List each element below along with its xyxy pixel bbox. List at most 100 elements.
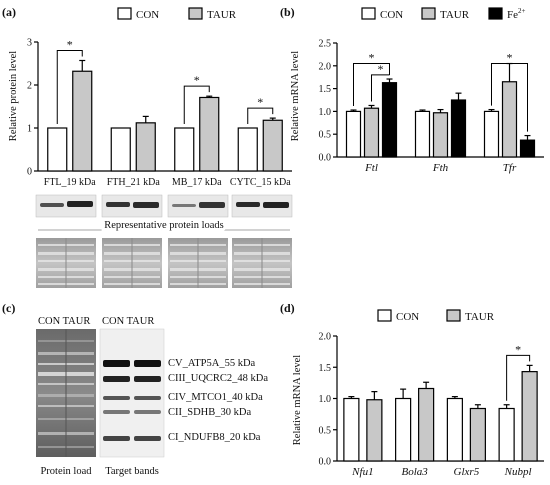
significance-star: *: [369, 51, 375, 65]
y-tick-label: 2.0: [319, 61, 332, 72]
band-label-civ: CIV_MTCO1_40 kDa: [168, 392, 263, 403]
x-tick-label: Ftl: [364, 162, 378, 174]
blot-fth-con-band: [106, 202, 130, 207]
bar: [343, 397, 360, 462]
x-tick-label: FTL_19 kDa: [44, 177, 97, 188]
blots-c: CON TAUR CON TAUR CV_ATP5A_55 kDa CIII_U…: [36, 316, 268, 477]
y-tick-label: 0.5: [319, 130, 332, 141]
chart-b: CON TAUR Fe2+ Relative mRNA level 0.0 0.5…: [290, 7, 544, 174]
significance-bracket: [56, 49, 83, 124]
x-tick-label: MB_17 kDa: [172, 177, 222, 188]
bar: [521, 371, 538, 462]
y-tick-label: 0.5: [319, 425, 332, 436]
legend-b: CON TAUR Fe2+: [361, 7, 526, 21]
target-bands-blot: [99, 328, 165, 458]
y-tick-label: 2: [27, 81, 32, 92]
legend-b-swatch-fe: [488, 7, 503, 20]
significance-bracket: [353, 63, 390, 107]
blot-mb-taur-band: [199, 202, 225, 208]
blots-a: Representative protein loads: [35, 194, 293, 288]
target-band-con: [103, 410, 130, 414]
target-band-taur: [134, 436, 161, 441]
significance-bracket: [183, 85, 210, 124]
target-bands: [103, 360, 161, 441]
bar: [483, 110, 500, 158]
bar: [501, 81, 518, 158]
y-tick-label: 1.5: [319, 363, 332, 374]
bar: [72, 70, 93, 172]
y-tick-label: 1: [27, 124, 32, 135]
col-labels-right: CON TAUR: [102, 316, 154, 327]
panel-d-label: (d): [280, 301, 295, 315]
legend-d-swatch-con: [377, 309, 392, 322]
target-band-taur: [134, 396, 161, 400]
y-tick-label: 0.0: [319, 457, 332, 468]
legend-b-swatch-taur: [421, 7, 436, 20]
band-label-ciii: CIII_UQCRC2_48 kDa: [168, 373, 268, 384]
legend-b-fe: Fe2+: [507, 7, 526, 21]
significance-star: *: [67, 37, 73, 51]
x-tick-label: Nubpl: [504, 466, 532, 478]
legend-a-taur: TAUR: [207, 9, 237, 21]
bar: [135, 122, 156, 172]
legend-d-taur: TAUR: [465, 311, 495, 323]
ylabel-d: Relative mRNA level: [292, 355, 303, 445]
bar: [199, 96, 220, 172]
bar: [432, 112, 449, 158]
x-tick-label: Nfu1: [351, 466, 373, 478]
chart-a: CON TAUR Relative protein level 0 1 2 3 FTL_…: [8, 7, 292, 188]
bar: [237, 127, 258, 172]
significance-bracket: [506, 354, 531, 401]
bar: [47, 127, 68, 172]
bar: [363, 107, 380, 158]
blot-caption: Representative protein loads: [104, 220, 224, 231]
y-tick-label: 1.5: [319, 84, 332, 95]
band-label-cii: CII_SDHB_30 kDa: [168, 407, 251, 418]
significance-bracket: [371, 74, 390, 102]
target-band-con: [103, 376, 130, 382]
bar: [446, 397, 463, 462]
legend-a: CON TAUR: [117, 7, 237, 21]
target-band-taur: [134, 376, 161, 382]
ylabel-a: Relative protein level: [8, 51, 19, 141]
panel-b-label: (b): [280, 5, 295, 19]
blot-fth-taur-band: [133, 202, 159, 208]
legend-a-swatch-con: [117, 7, 132, 20]
blot-fth: [101, 194, 163, 218]
legend-b-swatch-con: [361, 7, 376, 20]
significance-star: *: [378, 62, 384, 76]
y-tick-label: 0: [27, 167, 32, 178]
bar: [450, 99, 467, 158]
load-stripes: [38, 238, 290, 288]
target-band-con: [103, 360, 130, 367]
x-tick-label: Fth: [432, 162, 449, 174]
bar: [366, 399, 383, 462]
target-band-con: [103, 436, 130, 441]
significance-star: *: [507, 51, 513, 65]
band-label-cv: CV_ATP5A_55 kDa: [168, 358, 256, 369]
gel-stripes: [38, 329, 94, 457]
y-tick-label: 1.0: [319, 394, 332, 405]
band-label-ci: CI_NDUFB8_20 kDa: [168, 432, 261, 443]
col-labels-left: CON TAUR: [38, 316, 90, 327]
legend-d-con: CON: [396, 311, 419, 323]
y-tick-label: 2.5: [319, 39, 332, 50]
ylabel-b: Relative mRNA level: [290, 51, 301, 141]
target-band-taur: [134, 360, 161, 367]
bar: [110, 127, 131, 172]
bar: [519, 139, 536, 158]
bar: [381, 82, 398, 158]
target-band-con: [103, 396, 130, 400]
blot-cytc-taur-band: [263, 202, 289, 208]
significance-star: *: [515, 342, 521, 356]
blot-ftl-con-band: [40, 203, 64, 207]
bar: [498, 407, 515, 462]
panel-a-label: (a): [2, 5, 16, 19]
significance-bracket: [491, 63, 528, 132]
chart-d: CON TAUR Relative mRNA level 0.0 0.5 1.0 1.…: [292, 309, 544, 478]
y-tick-label: 2.0: [319, 332, 332, 343]
legend-d: CON TAUR: [377, 309, 495, 323]
legend-b-taur: TAUR: [440, 9, 470, 21]
bar: [174, 127, 195, 172]
